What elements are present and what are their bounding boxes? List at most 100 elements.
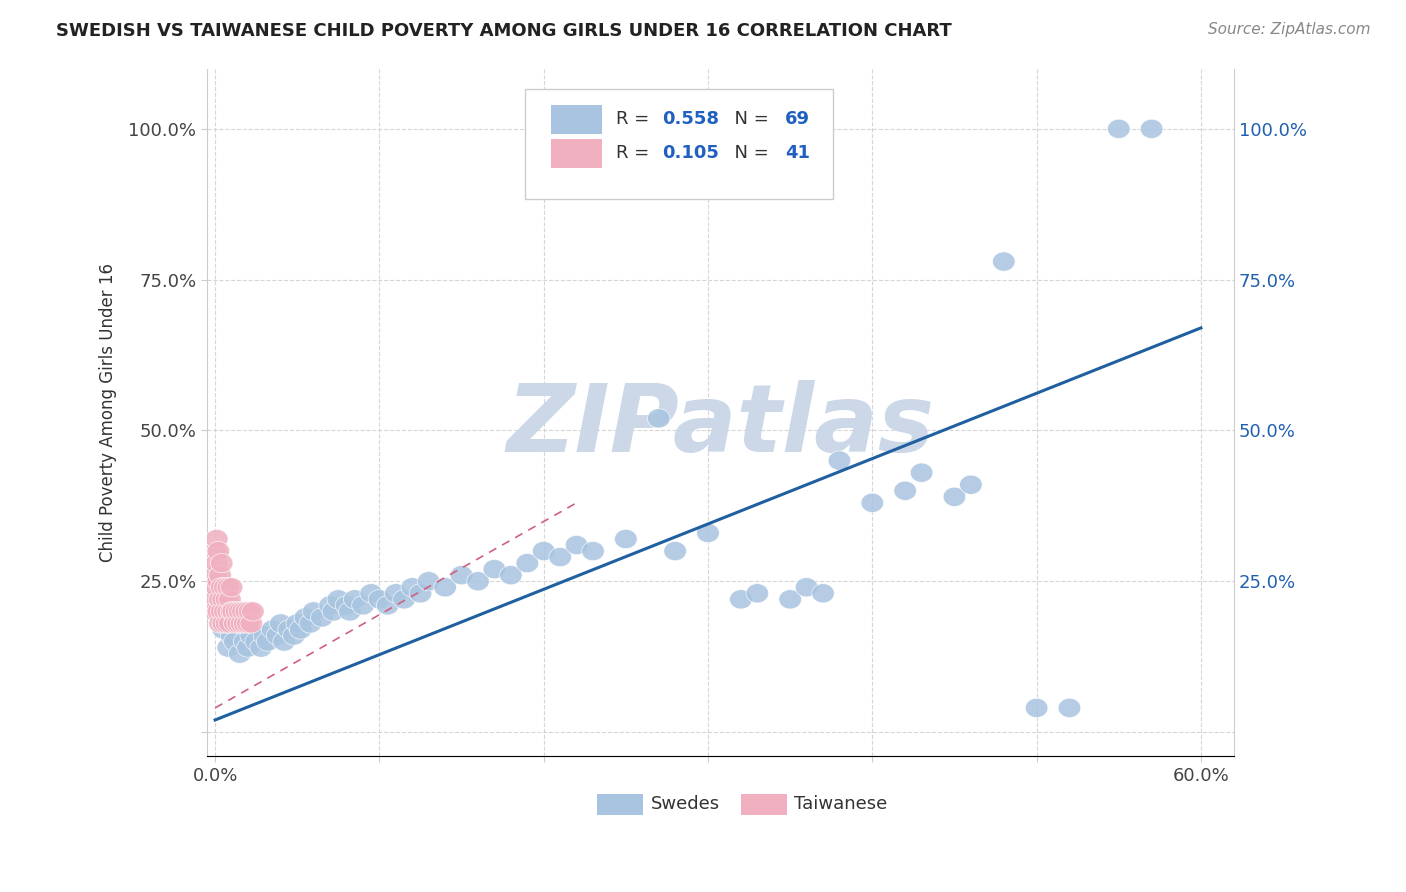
Ellipse shape	[273, 632, 295, 651]
Ellipse shape	[467, 572, 489, 591]
Ellipse shape	[664, 541, 686, 561]
Ellipse shape	[236, 614, 259, 633]
Text: ZIPatlas: ZIPatlas	[506, 380, 935, 472]
Ellipse shape	[212, 620, 235, 640]
Ellipse shape	[352, 596, 374, 615]
Ellipse shape	[322, 602, 344, 621]
Text: R =: R =	[616, 145, 655, 162]
Ellipse shape	[278, 620, 301, 640]
Ellipse shape	[294, 607, 316, 627]
Ellipse shape	[811, 583, 834, 603]
Ellipse shape	[779, 590, 801, 609]
Ellipse shape	[231, 614, 253, 633]
Ellipse shape	[434, 578, 457, 597]
Ellipse shape	[240, 614, 263, 633]
Ellipse shape	[245, 632, 267, 651]
Ellipse shape	[221, 578, 243, 597]
Ellipse shape	[450, 566, 472, 585]
Ellipse shape	[215, 590, 238, 609]
Y-axis label: Child Poverty Among Girls Under 16: Child Poverty Among Girls Under 16	[100, 263, 117, 562]
FancyBboxPatch shape	[551, 105, 602, 134]
Ellipse shape	[204, 541, 226, 561]
Ellipse shape	[1140, 120, 1163, 138]
Ellipse shape	[228, 602, 252, 621]
Ellipse shape	[311, 607, 333, 627]
Ellipse shape	[232, 602, 254, 621]
Text: Swedes: Swedes	[651, 796, 720, 814]
Ellipse shape	[285, 614, 308, 633]
Ellipse shape	[647, 409, 671, 428]
Ellipse shape	[1108, 120, 1130, 138]
Ellipse shape	[384, 583, 408, 603]
Text: Taiwanese: Taiwanese	[794, 796, 887, 814]
FancyBboxPatch shape	[526, 89, 834, 199]
Ellipse shape	[894, 481, 917, 500]
Ellipse shape	[582, 541, 605, 561]
Ellipse shape	[290, 620, 312, 640]
Ellipse shape	[250, 638, 273, 657]
Ellipse shape	[565, 535, 588, 555]
Ellipse shape	[215, 614, 238, 633]
Text: N =: N =	[724, 145, 775, 162]
Ellipse shape	[205, 529, 228, 549]
Ellipse shape	[262, 620, 284, 640]
Ellipse shape	[222, 602, 245, 621]
Ellipse shape	[377, 596, 399, 615]
Ellipse shape	[328, 590, 350, 609]
Ellipse shape	[319, 596, 342, 615]
Ellipse shape	[212, 614, 235, 633]
Ellipse shape	[204, 590, 226, 609]
Ellipse shape	[207, 541, 229, 561]
Ellipse shape	[533, 541, 555, 561]
Ellipse shape	[221, 602, 243, 621]
Text: SWEDISH VS TAIWANESE CHILD POVERTY AMONG GIRLS UNDER 16 CORRELATION CHART: SWEDISH VS TAIWANESE CHILD POVERTY AMONG…	[56, 22, 952, 40]
Ellipse shape	[208, 590, 232, 609]
Text: 0.558: 0.558	[662, 110, 718, 128]
Ellipse shape	[960, 475, 983, 494]
FancyBboxPatch shape	[551, 139, 602, 169]
Ellipse shape	[339, 602, 361, 621]
Text: 41: 41	[785, 145, 810, 162]
Ellipse shape	[228, 644, 252, 664]
Ellipse shape	[204, 602, 226, 621]
Ellipse shape	[205, 578, 228, 597]
Ellipse shape	[409, 583, 432, 603]
Ellipse shape	[208, 614, 232, 633]
Ellipse shape	[1025, 698, 1047, 717]
Ellipse shape	[240, 626, 263, 645]
Ellipse shape	[993, 252, 1015, 271]
Ellipse shape	[207, 602, 229, 621]
Ellipse shape	[270, 614, 292, 633]
Ellipse shape	[217, 638, 239, 657]
Ellipse shape	[343, 590, 366, 609]
Ellipse shape	[235, 602, 257, 621]
Ellipse shape	[242, 602, 264, 621]
Ellipse shape	[283, 626, 305, 645]
Ellipse shape	[253, 626, 276, 645]
Ellipse shape	[217, 578, 239, 597]
Ellipse shape	[226, 614, 249, 633]
Ellipse shape	[205, 554, 228, 573]
Ellipse shape	[266, 626, 288, 645]
Ellipse shape	[256, 632, 278, 651]
Ellipse shape	[214, 602, 236, 621]
Ellipse shape	[208, 566, 232, 585]
Ellipse shape	[302, 602, 325, 621]
Text: Source: ZipAtlas.com: Source: ZipAtlas.com	[1208, 22, 1371, 37]
Ellipse shape	[214, 578, 236, 597]
Ellipse shape	[204, 566, 226, 585]
Ellipse shape	[211, 578, 233, 597]
Ellipse shape	[224, 614, 246, 633]
Ellipse shape	[392, 590, 415, 609]
Text: N =: N =	[724, 110, 775, 128]
Ellipse shape	[796, 578, 818, 597]
Ellipse shape	[218, 614, 242, 633]
FancyBboxPatch shape	[741, 794, 787, 814]
Ellipse shape	[484, 559, 506, 579]
Text: 0.105: 0.105	[662, 145, 718, 162]
Ellipse shape	[697, 524, 720, 542]
Ellipse shape	[548, 548, 571, 566]
Ellipse shape	[236, 638, 259, 657]
Ellipse shape	[747, 583, 769, 603]
Ellipse shape	[225, 602, 247, 621]
